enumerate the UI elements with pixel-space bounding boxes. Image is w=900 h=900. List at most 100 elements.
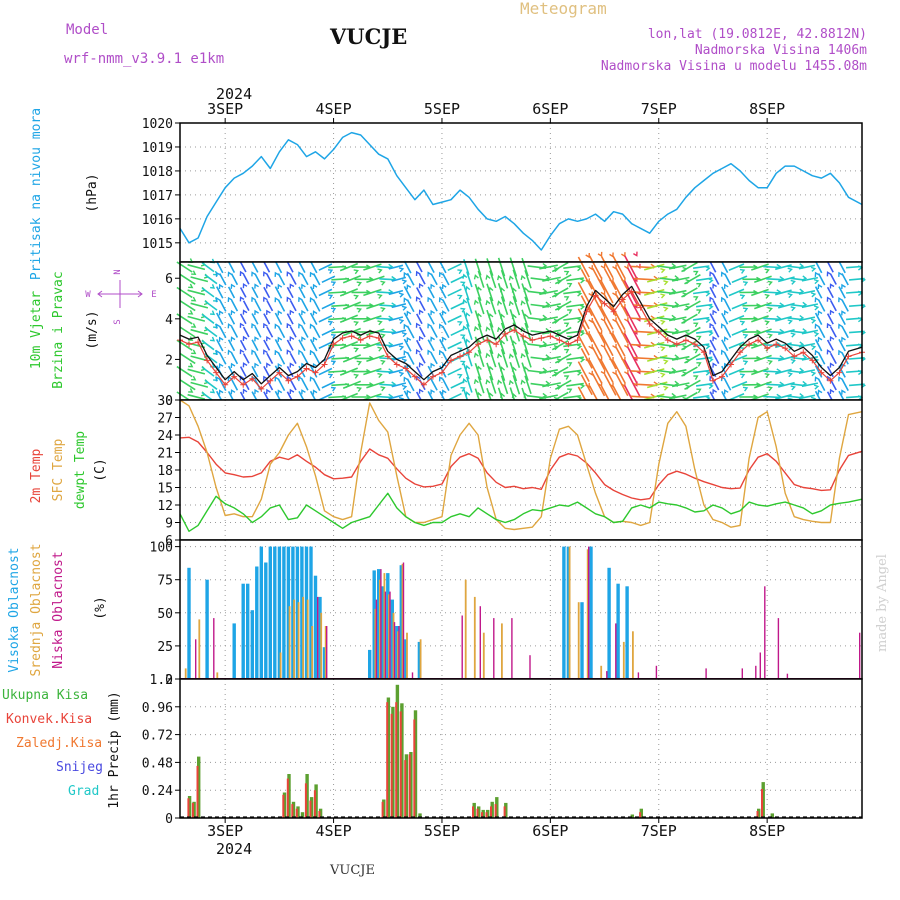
wind-arrowhead-3-8 xyxy=(215,296,221,303)
wind-arrowhead-44-2 xyxy=(705,370,711,376)
wind-arrowhead-49-3 xyxy=(767,359,773,365)
wind-arrowhead-11-2 xyxy=(309,376,315,382)
wind-arrow-47-10 xyxy=(728,263,745,271)
wind-arrow-19-3 xyxy=(406,351,415,365)
wind-arrow-19-4 xyxy=(403,338,412,352)
wind-arrowhead-43-5 xyxy=(696,335,702,341)
cloud-bar-0-10 xyxy=(273,546,277,679)
wind-ytick-label-3: 6 xyxy=(165,272,173,287)
cloud-bar-1-16 xyxy=(392,612,395,679)
temp-line-0 xyxy=(179,436,863,501)
precip-ytick-label-5: 1.2 xyxy=(150,673,173,688)
wind-arrow-29-9 xyxy=(524,270,532,289)
wind-arrow-55-6 xyxy=(826,313,834,325)
wind-arrowhead-23-6 xyxy=(457,321,463,326)
wind-arrow-45-4 xyxy=(709,339,717,351)
wind-arrow-9-4 xyxy=(286,339,294,351)
wind-arrow-37-7 xyxy=(615,294,629,317)
wind-arrowhead-53-9 xyxy=(813,278,820,285)
wind-arrowhead-29-10 xyxy=(520,274,526,281)
wind-gust-mark-6 xyxy=(231,373,238,380)
wind-arrow-25-6 xyxy=(474,310,482,328)
wind-panel: 0 2 4 6 10m Vjetar Brzina i Pravac (m/s) N S W E xyxy=(29,251,867,411)
precip-frame xyxy=(179,678,863,819)
wind-arrowhead-16-1 xyxy=(380,386,386,392)
wind-arrow-45-6 xyxy=(709,313,717,325)
wind-arrow-32-7 xyxy=(554,300,572,311)
wind-arrowhead-0-6 xyxy=(188,309,194,315)
wind-arrow-10-10 xyxy=(298,261,306,273)
wind-arrowhead-4-9 xyxy=(230,283,236,289)
cloud-bar-1-20 xyxy=(419,639,422,679)
wind-arrow-4-4 xyxy=(227,339,236,352)
wind-gust-mark-44 xyxy=(574,337,581,344)
wind-arrow-25-9 xyxy=(477,270,485,288)
wind-arrowhead-47-1 xyxy=(742,386,749,392)
wind-arrow-9-7 xyxy=(289,300,297,312)
cloud-bar-1-14 xyxy=(383,573,386,679)
wind-arrowhead-3-10 xyxy=(215,271,221,277)
wind-arrowhead-53-6 xyxy=(810,318,817,324)
wind-arrow-54-7 xyxy=(817,299,826,312)
wind-arrowhead-6-6 xyxy=(251,322,256,329)
wind-gust-mark-54 xyxy=(664,337,671,344)
wind-arrowhead-56-7 xyxy=(841,310,846,316)
wind-arrowhead-30-2 xyxy=(542,367,548,373)
wind-arrow-27-1 xyxy=(500,375,509,395)
wind-arrowhead-40-1 xyxy=(663,385,669,391)
wind-arrow-46-10 xyxy=(721,261,729,273)
model-label: Model xyxy=(66,22,108,38)
wind-arrow-23-9 xyxy=(450,275,465,284)
wind-arrowhead-53-1 xyxy=(813,384,820,390)
temperature-ytick-label-8: 30 xyxy=(157,394,173,409)
wind-arrowhead-41-5 xyxy=(674,327,680,334)
wind-arrow-11-6 xyxy=(309,312,318,325)
precip-bar-1-6 xyxy=(295,808,298,818)
wind-arrow-43-9 xyxy=(684,274,701,285)
wind-arrow-38-4 xyxy=(623,333,638,357)
wind-arrow-22-1 xyxy=(442,378,450,391)
wind-arrowhead-44-5 xyxy=(708,330,714,337)
wind-arrowhead-54-2 xyxy=(814,376,820,382)
wind-arrow-2-7 xyxy=(204,300,218,311)
wind-arrow-49-7 xyxy=(754,301,772,310)
elevation-label: Nadmorska Visina 1406m xyxy=(695,43,867,58)
wind-arrowhead-32-6 xyxy=(564,322,570,328)
wind-arrowhead-16-10 xyxy=(377,268,383,274)
wind-arrow-16-1 xyxy=(366,381,385,389)
wind-ylabel-1: 10m Vjetar xyxy=(29,291,44,369)
wind-arrow-0-7 xyxy=(179,300,196,312)
wind-arrow-34-4 xyxy=(577,334,590,356)
lonlat-label: lon,lat (19.0812E, 42.8812N) xyxy=(648,27,867,42)
wind-arrowhead-26-2 xyxy=(485,379,491,385)
cloud-bar-1-9 xyxy=(311,626,314,679)
wind-arrowhead-24-5 xyxy=(465,338,471,344)
wind-arrow-5-4 xyxy=(239,339,247,351)
wind-arrowhead-18-9 xyxy=(401,279,408,285)
wind-arrowhead-10-4 xyxy=(298,349,303,355)
precip-bar-0-14 xyxy=(391,706,395,818)
wind-arrow-26-7 xyxy=(489,296,497,315)
wind-arrow-12-4 xyxy=(318,341,333,350)
wind-arrowhead-53-7 xyxy=(813,305,820,311)
wind-arrowhead-25-1 xyxy=(476,391,482,398)
meteogram-title: Meteogram xyxy=(520,0,607,18)
pressure-unit: (hPa) xyxy=(85,173,100,212)
wind-arrow-0-5 xyxy=(179,326,196,338)
wind-arrowhead-8-10 xyxy=(274,271,280,277)
wind-arrow-7-2 xyxy=(263,366,271,378)
wind-arrowhead-52-8 xyxy=(799,288,805,294)
wind-arrowhead-12-9 xyxy=(330,281,337,287)
wind-arrow-2-1 xyxy=(204,379,218,390)
wind-arrow-34-3 xyxy=(580,348,593,369)
wind-arrowhead-7-7 xyxy=(266,309,271,315)
wind-gust-mark-26 xyxy=(411,373,418,380)
cloud-bar-0-6 xyxy=(255,566,259,679)
wind-gust-mark-50 xyxy=(628,288,635,295)
wind-arrow-36-8 xyxy=(600,281,614,304)
wind-arrow-20-9 xyxy=(418,273,426,285)
wind-arrowhead-55-7 xyxy=(829,309,835,315)
wind-arrow-38-6 xyxy=(623,307,638,331)
wind-arrow-11-3 xyxy=(312,352,321,365)
wind-gust-mark-11 xyxy=(276,369,283,376)
